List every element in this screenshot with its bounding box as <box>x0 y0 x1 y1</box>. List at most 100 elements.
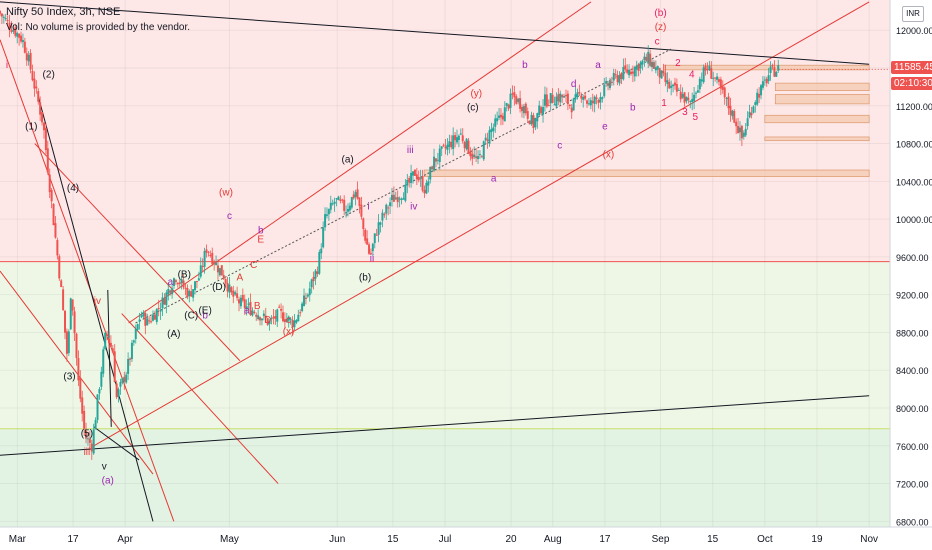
candle-body <box>666 80 669 84</box>
price-axis[interactable]: 12000.0011600.0011200.0010800.0010400.00… <box>889 0 932 550</box>
candle-body <box>673 82 676 86</box>
candle-body <box>446 144 449 150</box>
candle-body <box>0 13 3 17</box>
candle-body <box>42 122 45 131</box>
candle-body <box>452 135 455 149</box>
candle-body <box>285 318 288 322</box>
candle-body <box>528 120 531 125</box>
candle-body <box>499 114 502 118</box>
wave-label: (A) <box>167 329 180 340</box>
grid <box>0 0 890 527</box>
candle-body <box>83 410 86 429</box>
candle-body <box>735 121 738 127</box>
time-tick-label: Mar <box>9 534 27 545</box>
candle-body <box>207 251 210 253</box>
candle-body <box>375 234 378 236</box>
candle-body <box>608 81 611 88</box>
candle-body <box>337 196 340 201</box>
candle-body <box>157 307 160 309</box>
wave-label: 2 <box>675 58 681 69</box>
candle-body <box>27 54 30 62</box>
wave-label: A <box>237 273 244 284</box>
candle-body <box>605 81 608 84</box>
candle-body <box>287 316 290 321</box>
candle-body <box>503 107 506 122</box>
candle-body <box>140 315 143 318</box>
candle-body <box>568 105 571 107</box>
candle-body <box>389 202 392 207</box>
last-price-tag: 11585.45 <box>891 61 932 75</box>
candle-body <box>511 93 514 95</box>
candle-body <box>582 96 585 100</box>
time-tick-label: Apr <box>117 534 133 545</box>
wave-label: d <box>571 79 577 90</box>
candle-body <box>589 100 592 106</box>
level-box <box>764 136 870 142</box>
candle-body <box>727 96 730 109</box>
candle-body <box>649 53 652 66</box>
candle-body <box>358 197 361 206</box>
time-axis[interactable]: Mar 17 Apr May Jun 15 Jul 20 Aug 17 Sep 15 Oct 19 Nov <box>0 526 932 550</box>
candle-body <box>584 95 587 99</box>
candle-body <box>681 93 684 98</box>
wave-label: i <box>367 202 369 213</box>
candle-body <box>696 90 699 93</box>
candle-body <box>368 244 371 254</box>
candle-body <box>408 178 411 183</box>
candle-body <box>410 172 413 183</box>
candle-body <box>304 297 307 299</box>
candle-body <box>297 314 300 322</box>
candle-body <box>165 292 168 306</box>
candle-body <box>532 115 535 129</box>
candle-body <box>740 125 743 139</box>
candle-body <box>618 75 621 84</box>
candle-body <box>628 69 631 76</box>
time-tick-label: 19 <box>811 534 823 545</box>
candle-body <box>324 214 327 228</box>
candle-body <box>761 81 764 88</box>
candle-body <box>18 33 21 38</box>
candle-body <box>14 27 17 36</box>
candle-body <box>209 254 212 256</box>
wave-label: v <box>102 461 107 472</box>
candle-body <box>64 310 67 333</box>
candle-body <box>429 166 432 180</box>
candle-body <box>505 103 508 106</box>
candle-body <box>308 288 311 296</box>
candle-body <box>559 93 562 103</box>
price-tick-label: 9600.00 <box>896 253 929 263</box>
candle-body <box>545 94 548 107</box>
candle-body <box>301 303 304 312</box>
candle-body <box>675 84 678 92</box>
channel-line <box>0 270 154 475</box>
wave-label: 4 <box>689 69 695 80</box>
candle-body <box>107 338 110 344</box>
candle-body <box>251 310 254 316</box>
candle-body <box>484 137 487 141</box>
candle-body <box>695 92 698 94</box>
candle-body <box>100 371 103 387</box>
candle-body <box>211 252 214 265</box>
candle-body <box>117 389 120 398</box>
candle-body <box>564 94 567 97</box>
candle-body <box>662 70 665 74</box>
candle-body <box>312 276 315 282</box>
wave-label: (x) <box>283 326 295 337</box>
time-tick-label: 15 <box>387 534 399 545</box>
candle-body <box>417 176 420 181</box>
time-tick-label: Nov <box>860 534 878 545</box>
currency-button[interactable]: INR <box>902 6 924 22</box>
candle-body <box>6 20 9 22</box>
price-axis-bg <box>890 0 932 550</box>
wave-label: (z) <box>655 22 667 33</box>
candle-body <box>496 118 499 122</box>
candle-body <box>272 316 275 319</box>
candle-body <box>415 174 418 180</box>
candle-body <box>561 94 564 98</box>
candle-body <box>721 86 724 90</box>
trend-line <box>37 96 154 522</box>
candle-body <box>81 397 84 414</box>
candle-body <box>572 98 575 111</box>
candle-body <box>746 118 749 127</box>
